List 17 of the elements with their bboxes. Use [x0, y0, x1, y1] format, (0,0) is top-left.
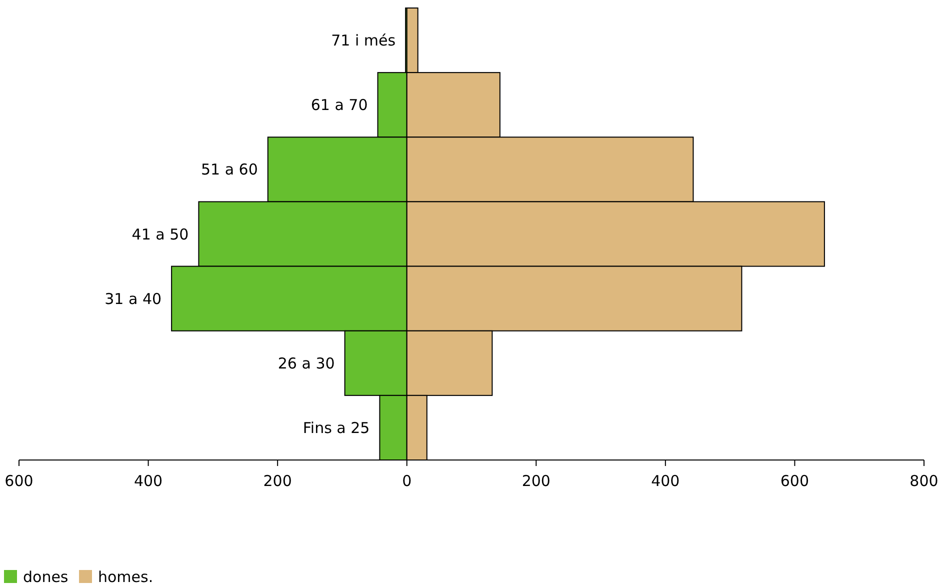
y-tick-label: 51 a 60: [200, 160, 258, 179]
legend-label: dones: [23, 568, 68, 586]
y-tick-label: 61 a 70: [310, 96, 368, 114]
x-tick-label: 800: [910, 472, 938, 490]
x-tick-label: 200: [263, 472, 292, 490]
x-tick-label: 0: [402, 472, 412, 490]
x-tick-label: 400: [134, 472, 163, 490]
legend-label: homes.: [98, 568, 154, 586]
y-tick-label: 31 a 40: [104, 290, 162, 308]
x-tick-label: 600: [4, 472, 34, 490]
y-tick-label: 26 a 30: [278, 354, 335, 372]
y-tick-label: 71 i més: [331, 32, 396, 50]
y-tick-label: Fins a 25: [302, 418, 370, 437]
y-tick-label: 41 a 50: [132, 225, 189, 244]
x-tick-label: 200: [522, 472, 550, 490]
x-tick-label: 400: [651, 472, 680, 490]
x-tick-label: 600: [780, 472, 810, 490]
